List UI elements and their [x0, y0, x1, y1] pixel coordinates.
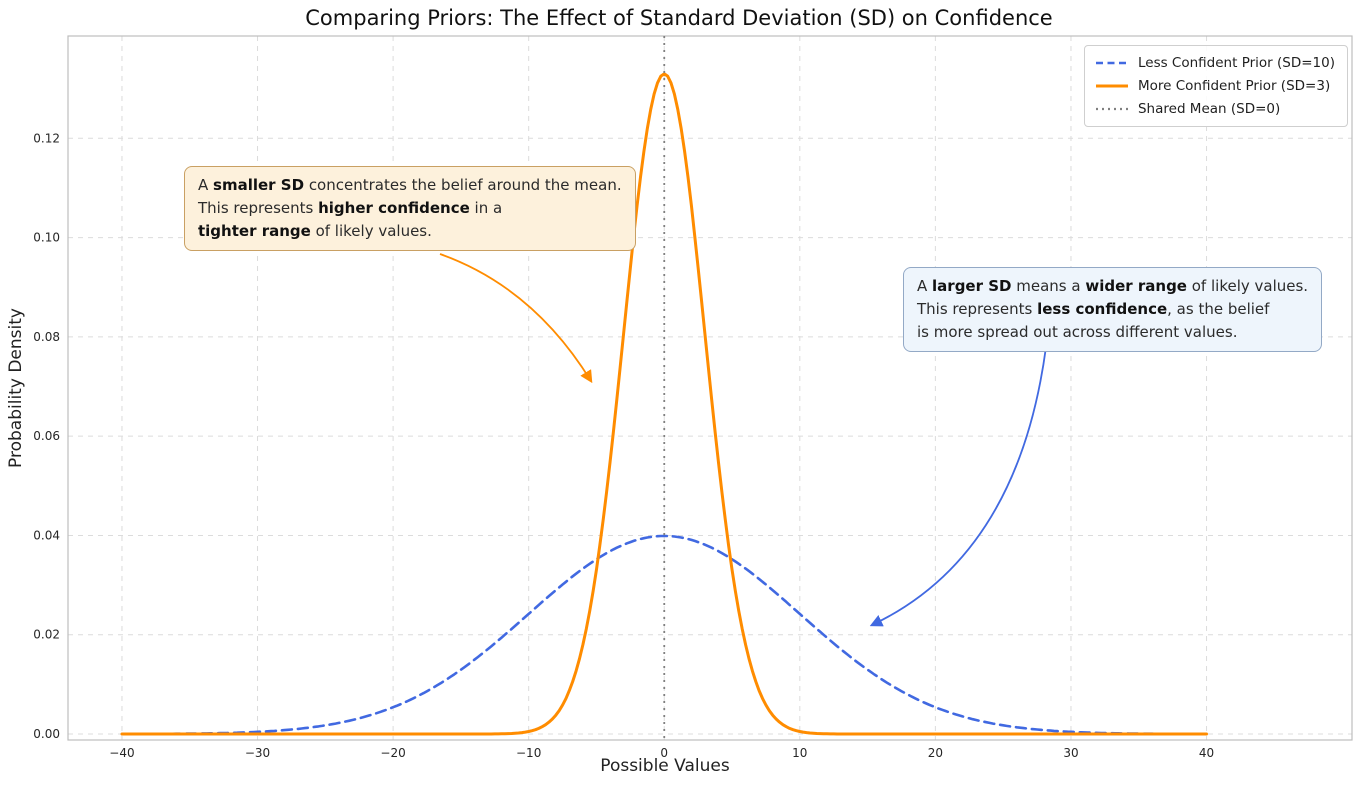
svg-text:0.02: 0.02: [33, 628, 60, 642]
legend-line-solid-icon: [1095, 84, 1128, 88]
svg-text:0.06: 0.06: [33, 429, 60, 443]
svg-text:10: 10: [792, 746, 807, 760]
legend-item-shared-mean: Shared Mean (SD=0): [1095, 101, 1335, 117]
svg-text:−20: −20: [380, 746, 405, 760]
svg-text:0.12: 0.12: [33, 131, 60, 145]
y-axis-label: Probability Density: [6, 308, 26, 468]
svg-text:0: 0: [660, 746, 668, 760]
legend-label: Less Confident Prior (SD=10): [1137, 55, 1335, 71]
svg-text:20: 20: [928, 746, 943, 760]
svg-text:0.10: 0.10: [33, 231, 60, 245]
svg-text:0.00: 0.00: [33, 727, 60, 741]
legend-label: More Confident Prior (SD=3): [1137, 78, 1331, 94]
svg-text:30: 30: [1063, 746, 1078, 760]
svg-text:0.08: 0.08: [33, 330, 60, 344]
svg-text:−10: −10: [516, 746, 541, 760]
legend-item-sd10: Less Confident Prior (SD=10): [1095, 55, 1335, 71]
svg-text:−40: −40: [109, 746, 134, 760]
legend-item-sd3: More Confident Prior (SD=3): [1095, 78, 1335, 94]
legend-line-dashed-icon: [1095, 61, 1128, 65]
annotation-larger-sd: A larger SD means a wider range of likel…: [903, 267, 1323, 352]
chart-title: Comparing Priors: The Effect of Standard…: [305, 6, 1053, 30]
legend-label: Shared Mean (SD=0): [1137, 101, 1281, 117]
annotation-smaller-sd: A smaller SD concentrates the belief aro…: [184, 166, 636, 251]
legend: Less Confident Prior (SD=10) More Confid…: [1083, 45, 1348, 127]
svg-text:−30: −30: [245, 746, 270, 760]
x-axis-label: Possible Values: [600, 756, 730, 776]
legend-line-dotted-icon: [1095, 107, 1128, 111]
svg-text:40: 40: [1199, 746, 1214, 760]
svg-text:0.04: 0.04: [33, 528, 60, 542]
